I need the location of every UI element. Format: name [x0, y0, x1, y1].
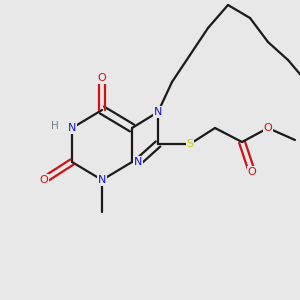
- Text: N: N: [134, 157, 142, 167]
- Text: O: O: [98, 73, 106, 83]
- Text: O: O: [264, 123, 272, 133]
- Text: H: H: [51, 121, 59, 131]
- Text: N: N: [68, 123, 76, 133]
- Text: N: N: [98, 175, 106, 185]
- Text: O: O: [40, 175, 48, 185]
- Text: S: S: [186, 139, 194, 149]
- Text: O: O: [248, 167, 256, 177]
- Text: N: N: [154, 107, 162, 117]
